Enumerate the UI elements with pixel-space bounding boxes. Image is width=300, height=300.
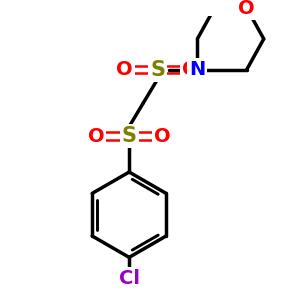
Text: O: O — [238, 0, 255, 18]
Text: O: O — [182, 60, 199, 79]
Text: S: S — [122, 126, 136, 146]
Text: S: S — [150, 60, 165, 80]
Text: O: O — [88, 127, 104, 146]
Text: O: O — [154, 127, 171, 146]
Text: O: O — [116, 60, 133, 79]
Text: N: N — [189, 60, 206, 79]
Text: Cl: Cl — [118, 269, 140, 288]
